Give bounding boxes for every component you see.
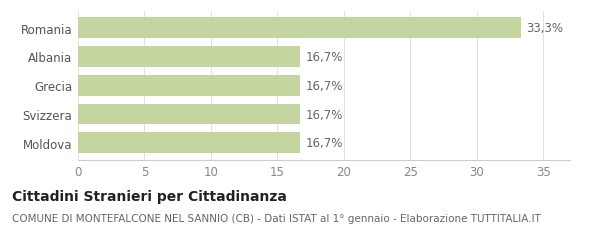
Bar bbox=[78, 18, 521, 39]
Text: 33,3%: 33,3% bbox=[526, 22, 563, 35]
Bar bbox=[78, 104, 300, 125]
Text: 16,7%: 16,7% bbox=[305, 79, 343, 92]
Text: 16,7%: 16,7% bbox=[305, 137, 343, 150]
Bar bbox=[78, 76, 300, 96]
Text: Cittadini Stranieri per Cittadinanza: Cittadini Stranieri per Cittadinanza bbox=[12, 189, 287, 203]
Text: COMUNE DI MONTEFALCONE NEL SANNIO (CB) - Dati ISTAT al 1° gennaio - Elaborazione: COMUNE DI MONTEFALCONE NEL SANNIO (CB) -… bbox=[12, 213, 541, 223]
Text: 16,7%: 16,7% bbox=[305, 51, 343, 64]
Text: 16,7%: 16,7% bbox=[305, 108, 343, 121]
Bar bbox=[78, 47, 300, 68]
Bar bbox=[78, 133, 300, 153]
